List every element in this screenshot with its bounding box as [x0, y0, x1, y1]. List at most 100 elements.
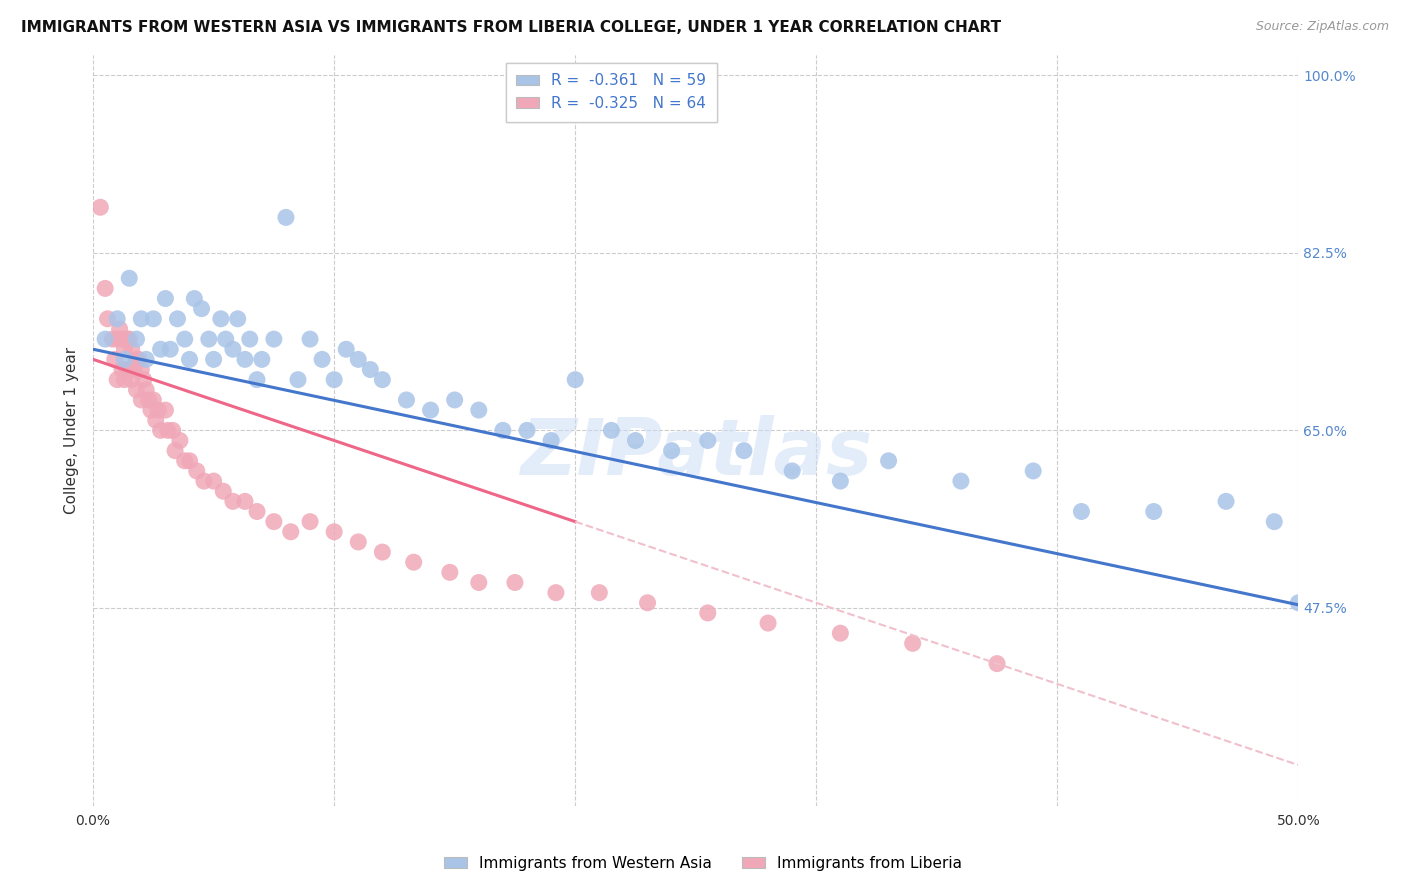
Point	[274, 211, 297, 225]
Point	[287, 373, 309, 387]
Point	[104, 352, 127, 367]
Point	[323, 373, 346, 387]
Point	[148, 403, 170, 417]
Point	[661, 443, 683, 458]
Point	[162, 423, 184, 437]
Point	[121, 343, 143, 357]
Point	[125, 383, 148, 397]
Point	[125, 332, 148, 346]
Point	[637, 596, 659, 610]
Point	[222, 343, 245, 357]
Point	[780, 464, 803, 478]
Point	[226, 311, 249, 326]
Point	[877, 454, 900, 468]
Point	[468, 403, 491, 417]
Point	[371, 373, 394, 387]
Point	[173, 454, 195, 468]
Point	[299, 515, 322, 529]
Point	[402, 555, 425, 569]
Point	[347, 352, 370, 367]
Legend: Immigrants from Western Asia, Immigrants from Liberia: Immigrants from Western Asia, Immigrants…	[437, 850, 969, 877]
Point	[105, 332, 128, 346]
Point	[588, 585, 610, 599]
Point	[155, 403, 177, 417]
Point	[395, 392, 418, 407]
Point	[250, 352, 273, 367]
Point	[443, 392, 465, 407]
Legend: R =  -0.361   N = 59, R =  -0.325   N = 64: R = -0.361 N = 59, R = -0.325 N = 64	[506, 62, 717, 122]
Point	[179, 454, 201, 468]
Point	[118, 332, 141, 346]
Point	[111, 362, 134, 376]
Point	[949, 474, 972, 488]
Point	[179, 352, 201, 367]
Point	[280, 524, 302, 539]
Point	[114, 352, 136, 367]
Point	[830, 474, 852, 488]
Point	[159, 343, 181, 357]
Point	[202, 474, 225, 488]
Point	[169, 434, 191, 448]
Point	[503, 575, 526, 590]
Point	[246, 504, 269, 518]
Point	[111, 332, 134, 346]
Point	[371, 545, 394, 559]
Point	[1286, 596, 1309, 610]
Point	[756, 615, 779, 630]
Point	[121, 373, 143, 387]
Point	[145, 413, 167, 427]
Point	[155, 292, 177, 306]
Point	[122, 362, 145, 376]
Point	[105, 311, 128, 326]
Point	[359, 362, 381, 376]
Point	[186, 464, 208, 478]
Point	[323, 524, 346, 539]
Point	[131, 311, 153, 326]
Point	[419, 403, 441, 417]
Point	[311, 352, 333, 367]
Point	[165, 443, 187, 458]
Point	[135, 352, 157, 367]
Point	[132, 373, 155, 387]
Point	[544, 585, 567, 599]
Point	[1143, 504, 1166, 518]
Point	[263, 515, 285, 529]
Point	[901, 636, 924, 650]
Point	[138, 392, 160, 407]
Point	[516, 423, 538, 437]
Point	[128, 352, 150, 367]
Point	[696, 434, 718, 448]
Point	[183, 292, 205, 306]
Point	[564, 373, 586, 387]
Point	[173, 332, 195, 346]
Point	[190, 301, 212, 316]
Point	[233, 494, 256, 508]
Point	[215, 332, 238, 346]
Point	[118, 271, 141, 285]
Point	[114, 373, 136, 387]
Point	[139, 403, 162, 417]
Point	[492, 423, 515, 437]
Text: Source: ZipAtlas.com: Source: ZipAtlas.com	[1256, 20, 1389, 33]
Point	[335, 343, 357, 357]
Point	[986, 657, 1008, 671]
Point	[108, 322, 131, 336]
Point	[1263, 515, 1285, 529]
Point	[1070, 504, 1092, 518]
Point	[299, 332, 322, 346]
Point	[115, 362, 138, 376]
Point	[212, 484, 235, 499]
Y-axis label: College, Under 1 year: College, Under 1 year	[65, 347, 79, 514]
Point	[193, 474, 215, 488]
Point	[263, 332, 285, 346]
Point	[233, 352, 256, 367]
Point	[142, 311, 165, 326]
Point	[624, 434, 647, 448]
Text: IMMIGRANTS FROM WESTERN ASIA VS IMMIGRANTS FROM LIBERIA COLLEGE, UNDER 1 YEAR CO: IMMIGRANTS FROM WESTERN ASIA VS IMMIGRAN…	[21, 20, 1001, 35]
Point	[209, 311, 232, 326]
Point	[135, 383, 157, 397]
Point	[94, 281, 117, 295]
Point	[198, 332, 221, 346]
Point	[222, 494, 245, 508]
Point	[118, 362, 141, 376]
